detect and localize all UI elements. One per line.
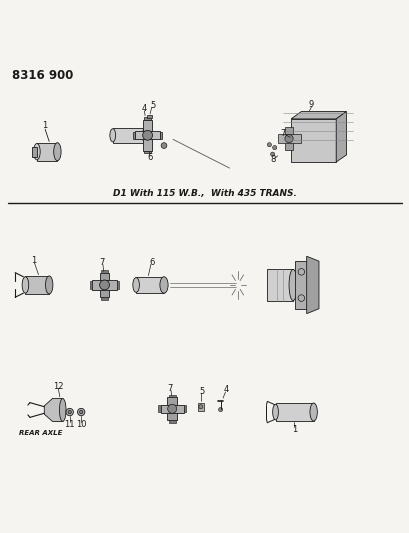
Ellipse shape [309, 403, 317, 421]
Polygon shape [197, 402, 204, 411]
Polygon shape [90, 281, 92, 289]
Polygon shape [290, 111, 346, 119]
Text: 6: 6 [147, 154, 153, 163]
Polygon shape [144, 151, 151, 154]
Polygon shape [44, 399, 63, 422]
Circle shape [68, 410, 71, 414]
Polygon shape [112, 128, 145, 143]
Circle shape [267, 143, 271, 147]
Polygon shape [133, 132, 135, 139]
Polygon shape [290, 119, 335, 162]
Text: 10: 10 [76, 420, 86, 429]
Polygon shape [183, 406, 186, 412]
Polygon shape [167, 397, 177, 420]
Text: 9: 9 [308, 100, 313, 109]
Polygon shape [306, 256, 318, 313]
Ellipse shape [142, 128, 148, 143]
Circle shape [99, 280, 109, 290]
Text: 7: 7 [167, 384, 173, 393]
Text: 8316 900: 8316 900 [12, 69, 74, 83]
Polygon shape [335, 111, 346, 162]
Polygon shape [135, 131, 160, 140]
Polygon shape [31, 147, 37, 157]
Polygon shape [266, 269, 292, 301]
Ellipse shape [54, 143, 61, 161]
Ellipse shape [133, 278, 139, 292]
Text: 12: 12 [53, 382, 63, 391]
Ellipse shape [22, 277, 29, 293]
Text: 11: 11 [64, 420, 75, 429]
Circle shape [77, 408, 85, 416]
Polygon shape [284, 127, 292, 150]
Circle shape [198, 405, 202, 409]
Ellipse shape [34, 143, 40, 160]
Ellipse shape [45, 276, 53, 294]
Polygon shape [277, 134, 300, 143]
Text: 5: 5 [150, 101, 155, 110]
Circle shape [218, 408, 222, 411]
Polygon shape [158, 406, 160, 412]
Polygon shape [146, 115, 151, 118]
Polygon shape [37, 143, 57, 161]
Circle shape [66, 408, 73, 416]
Circle shape [272, 146, 276, 150]
Text: 6: 6 [148, 258, 154, 267]
Polygon shape [275, 403, 313, 421]
Circle shape [167, 404, 176, 413]
Polygon shape [92, 280, 117, 290]
Text: 5: 5 [199, 386, 204, 395]
Text: 7: 7 [279, 129, 285, 138]
Polygon shape [144, 117, 151, 120]
Polygon shape [101, 297, 108, 300]
Text: 4: 4 [142, 104, 146, 113]
Text: 7: 7 [99, 258, 105, 267]
Text: 4: 4 [223, 385, 228, 394]
Circle shape [142, 131, 152, 140]
Polygon shape [99, 273, 109, 297]
Ellipse shape [59, 399, 66, 422]
Text: 8: 8 [269, 156, 275, 164]
Ellipse shape [110, 129, 115, 142]
Ellipse shape [272, 404, 278, 420]
Polygon shape [168, 420, 175, 423]
Text: 1: 1 [31, 256, 36, 265]
Circle shape [79, 410, 83, 414]
Polygon shape [160, 405, 183, 413]
Circle shape [270, 152, 274, 156]
Polygon shape [143, 120, 151, 151]
Polygon shape [101, 270, 108, 273]
Polygon shape [160, 132, 162, 139]
Ellipse shape [160, 277, 168, 293]
Text: 1: 1 [43, 120, 47, 130]
Polygon shape [168, 395, 175, 397]
Polygon shape [294, 261, 307, 309]
Text: 1: 1 [291, 425, 296, 434]
Ellipse shape [288, 269, 297, 301]
Text: REAR AXLE: REAR AXLE [19, 430, 63, 435]
Text: D1 With 115 W.B.,  With 435 TRANS.: D1 With 115 W.B., With 435 TRANS. [113, 189, 296, 198]
Polygon shape [136, 277, 164, 293]
Circle shape [284, 134, 292, 143]
Polygon shape [25, 276, 49, 294]
Circle shape [161, 143, 166, 148]
Polygon shape [117, 281, 119, 289]
